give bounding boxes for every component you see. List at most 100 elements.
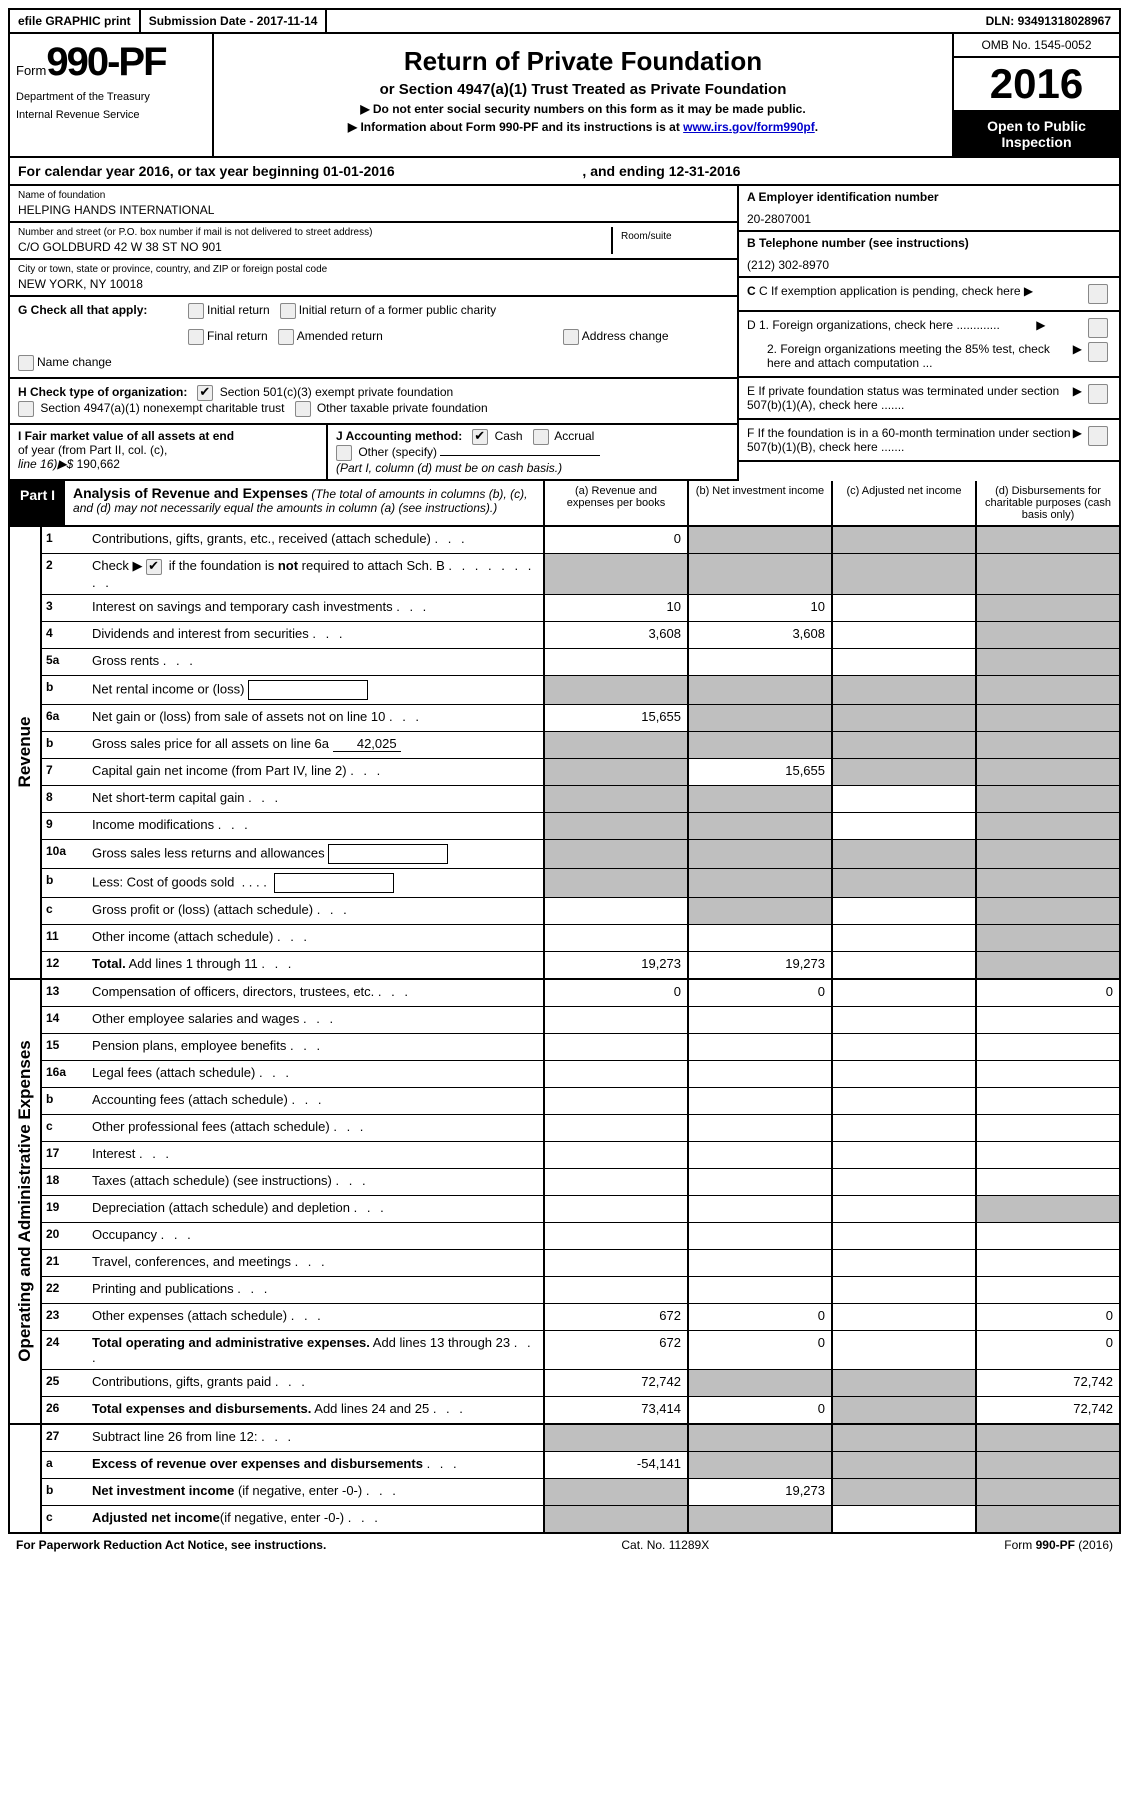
cell-col-d: [975, 1223, 1119, 1249]
cell-col-d: [975, 1196, 1119, 1222]
cell-col-a: [543, 1061, 687, 1087]
cell-col-d: [975, 898, 1119, 924]
g-check-row: G Check all that apply: Initial return I…: [10, 297, 737, 379]
cell-col-a: 15,655: [543, 705, 687, 731]
revenue-side-label: Revenue: [10, 527, 42, 978]
part-title: Analysis of Revenue and Expenses (The to…: [65, 481, 543, 525]
cell-col-b: 3,608: [687, 622, 831, 648]
table-row: 8Net short-term capital gain . . .: [42, 786, 1119, 813]
cell-col-c: [831, 1479, 975, 1505]
cell-col-c: [831, 622, 975, 648]
checkbox-icon[interactable]: [472, 429, 488, 445]
cell-col-b: [687, 1142, 831, 1168]
cell-col-c: [831, 898, 975, 924]
cell-col-c: [831, 813, 975, 839]
checkbox-icon[interactable]: [336, 445, 352, 461]
cell-col-b: [687, 1061, 831, 1087]
cell-col-d: [975, 759, 1119, 785]
table-row: 14Other employee salaries and wages . . …: [42, 1007, 1119, 1034]
cell-col-d: [975, 813, 1119, 839]
cell-col-d: [975, 527, 1119, 553]
cell-col-d: [975, 622, 1119, 648]
efile-label: efile GRAPHIC print: [10, 10, 141, 32]
checkbox-icon[interactable]: [280, 303, 296, 319]
table-row: 12Total. Add lines 1 through 11 . . .19,…: [42, 952, 1119, 978]
footer-left: For Paperwork Reduction Act Notice, see …: [16, 1538, 326, 1552]
form-title: Return of Private Foundation: [220, 46, 946, 77]
summary-section: 27Subtract line 26 from line 12: . . .aE…: [8, 1425, 1121, 1534]
cell-col-a: [543, 1250, 687, 1276]
checkbox-icon[interactable]: [188, 303, 204, 319]
checkbox-icon[interactable]: [533, 429, 549, 445]
checkbox-icon[interactable]: [1088, 284, 1108, 304]
cell-col-c: [831, 1169, 975, 1195]
checkbox-icon[interactable]: [295, 401, 311, 417]
form-subtitle: or Section 4947(a)(1) Trust Treated as P…: [220, 81, 946, 98]
cell-col-c: [831, 980, 975, 1006]
cell-col-b: [687, 649, 831, 675]
omb-number: OMB No. 1545-0052: [954, 34, 1119, 58]
checkbox-icon[interactable]: [278, 329, 294, 345]
cell-col-d: [975, 1007, 1119, 1033]
i-fair-market-value: I Fair market value of all assets at end…: [10, 425, 328, 479]
cell-col-d: [975, 925, 1119, 951]
col-b-header: (b) Net investment income: [687, 481, 831, 525]
cell-col-d: [975, 1169, 1119, 1195]
cell-col-d: [975, 1142, 1119, 1168]
checkbox-icon[interactable]: [1088, 426, 1108, 446]
i-j-row: I Fair market value of all assets at end…: [10, 425, 737, 481]
address-row: Number and street (or P.O. box number if…: [10, 223, 737, 260]
cell-col-b: [687, 1425, 831, 1451]
cell-col-d: 0: [975, 1304, 1119, 1330]
cell-col-a: 19,273: [543, 952, 687, 978]
cell-col-b: [687, 1196, 831, 1222]
table-row: 11Other income (attach schedule) . . .: [42, 925, 1119, 952]
checkbox-icon[interactable]: [197, 385, 213, 401]
cell-col-c: [831, 1034, 975, 1060]
cell-col-b: [687, 527, 831, 553]
cell-col-c: [831, 527, 975, 553]
checkbox-icon[interactable]: [18, 401, 34, 417]
cell-col-d: [975, 1479, 1119, 1505]
cell-col-d: [975, 1088, 1119, 1114]
cell-col-b: 19,273: [687, 1479, 831, 1505]
col-a-header: (a) Revenue and expenses per books: [543, 481, 687, 525]
checkbox-icon[interactable]: [146, 559, 162, 575]
cell-col-d: [975, 1115, 1119, 1141]
e-terminated-cell: E If private foundation status was termi…: [739, 378, 1119, 420]
cell-col-a: 73,414: [543, 1397, 687, 1423]
expenses-section: Operating and Administrative Expenses 13…: [8, 980, 1121, 1425]
tax-year: 2016: [954, 58, 1119, 112]
open-to-public: Open to Public Inspection: [954, 112, 1119, 156]
city-cell: City or town, state or province, country…: [10, 260, 737, 297]
cell-col-b: [687, 1115, 831, 1141]
table-row: 2Check ▶ if the foundation is not requir…: [42, 554, 1119, 595]
table-row: cAdjusted net income(if negative, enter …: [42, 1506, 1119, 1532]
checkbox-icon[interactable]: [18, 355, 34, 371]
cell-col-b: 10: [687, 595, 831, 621]
submission-date-cell: Submission Date - 2017-11-14: [141, 10, 328, 32]
checkbox-icon[interactable]: [188, 329, 204, 345]
table-row: 21Travel, conferences, and meetings . . …: [42, 1250, 1119, 1277]
dln-cell: DLN: 93491318028967: [978, 10, 1119, 32]
cell-col-a: 3,608: [543, 622, 687, 648]
revenue-section: Revenue 1Contributions, gifts, grants, e…: [8, 527, 1121, 980]
column-headers: (a) Revenue and expenses per books (b) N…: [543, 481, 1119, 525]
page-footer: For Paperwork Reduction Act Notice, see …: [8, 1534, 1121, 1556]
cell-col-b: 19,273: [687, 952, 831, 978]
cell-col-b: [687, 1223, 831, 1249]
col-d-header: (d) Disbursements for charitable purpose…: [975, 481, 1119, 525]
cell-col-b: [687, 813, 831, 839]
info-grid: Name of foundation HELPING HANDS INTERNA…: [8, 186, 1121, 481]
cell-col-d: [975, 1250, 1119, 1276]
checkbox-icon[interactable]: [1088, 384, 1108, 404]
cell-col-a: 72,742: [543, 1370, 687, 1396]
checkbox-icon[interactable]: [563, 329, 579, 345]
table-row: 23Other expenses (attach schedule) . . .…: [42, 1304, 1119, 1331]
cell-col-b: [687, 925, 831, 951]
checkbox-icon[interactable]: [1088, 318, 1108, 338]
checkbox-icon[interactable]: [1088, 342, 1108, 362]
instructions-link[interactable]: www.irs.gov/form990pf: [683, 120, 815, 134]
footer-right: Form 990-PF (2016): [1004, 1538, 1113, 1552]
cell-col-c: [831, 1115, 975, 1141]
